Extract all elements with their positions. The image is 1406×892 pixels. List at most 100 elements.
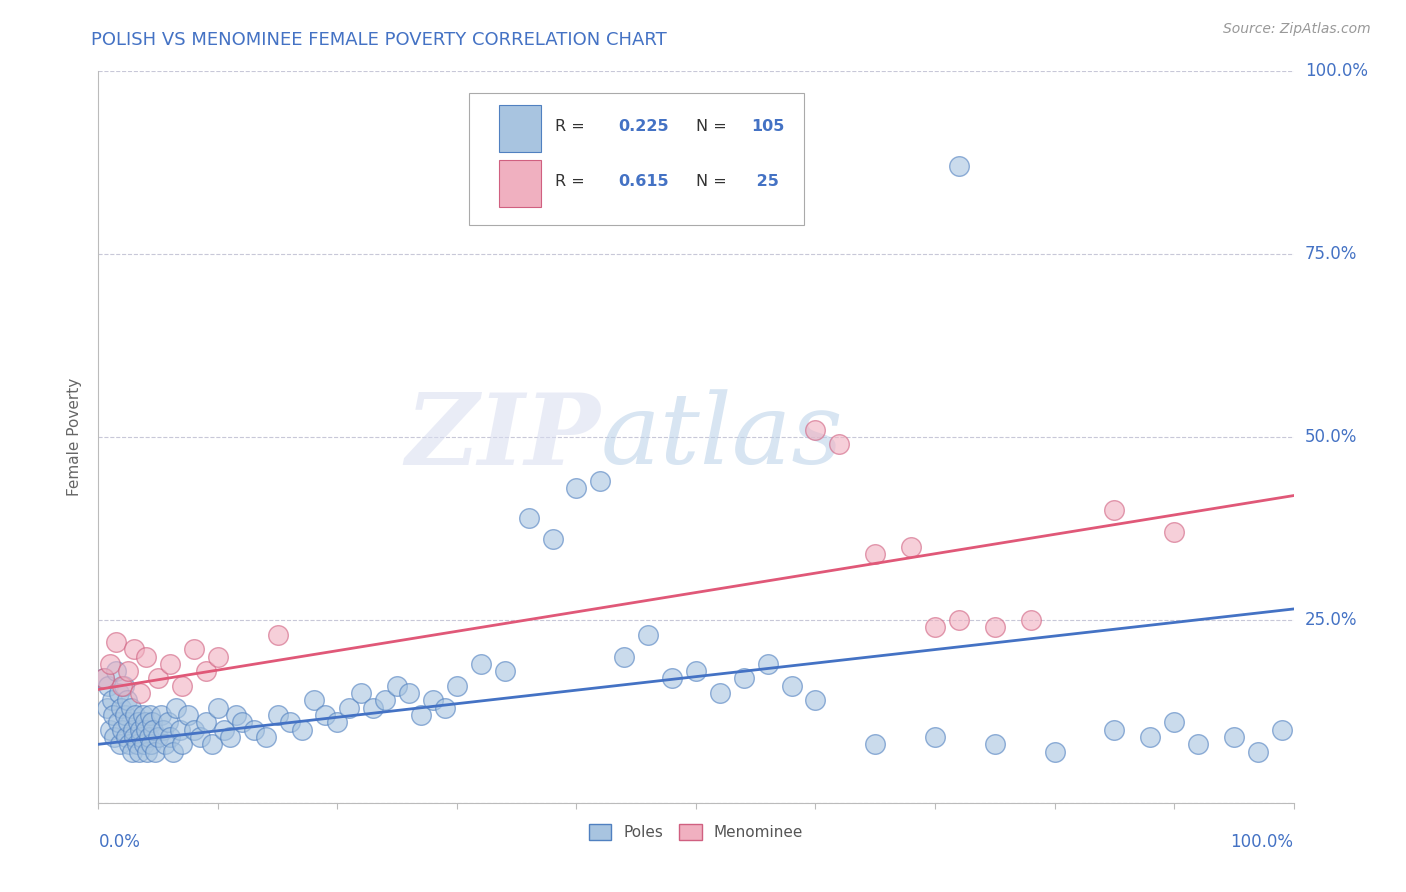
Point: [139, 737, 162, 751]
Point: [169, 723, 191, 737]
Text: POLISH VS MENOMINEE FEMALE POVERTY CORRELATION CHART: POLISH VS MENOMINEE FEMALE POVERTY CORRE…: [91, 31, 666, 49]
Point: [152, 723, 174, 737]
Point: [195, 715, 218, 730]
Point: [149, 708, 172, 723]
Point: [517, 510, 540, 524]
Point: [1223, 730, 1246, 744]
Point: [685, 664, 707, 678]
Text: 50.0%: 50.0%: [1305, 428, 1357, 446]
Point: [172, 737, 194, 751]
Point: [98, 657, 122, 671]
Text: 105: 105: [751, 119, 785, 134]
Point: [733, 672, 755, 686]
Point: [121, 745, 143, 759]
Text: atlas: atlas: [600, 390, 844, 484]
Point: [156, 715, 179, 730]
Point: [243, 723, 266, 737]
Point: [159, 730, 181, 744]
Text: 0.0%: 0.0%: [98, 833, 141, 851]
Point: [195, 664, 218, 678]
Point: [470, 657, 492, 671]
Point: [709, 686, 731, 700]
Point: [589, 474, 612, 488]
Point: [326, 715, 349, 730]
Point: [132, 737, 155, 751]
Point: [124, 642, 146, 657]
Point: [278, 715, 301, 730]
Point: [291, 723, 314, 737]
Point: [613, 649, 636, 664]
Point: [231, 715, 253, 730]
Text: 100.0%: 100.0%: [1230, 833, 1294, 851]
Point: [131, 708, 153, 723]
Point: [129, 723, 152, 737]
Point: [122, 723, 145, 737]
Point: [948, 613, 970, 627]
Point: [267, 627, 290, 641]
Text: 0.615: 0.615: [619, 174, 669, 188]
Point: [422, 693, 444, 707]
Point: [804, 423, 827, 437]
Point: [148, 672, 170, 686]
Point: [141, 715, 163, 730]
Point: [165, 700, 187, 714]
Point: [127, 715, 149, 730]
Point: [162, 745, 184, 759]
Point: [100, 693, 122, 707]
Point: [124, 708, 146, 723]
Point: [302, 693, 325, 707]
Point: [93, 672, 115, 686]
Point: [143, 745, 166, 759]
Point: [105, 664, 128, 678]
Point: [105, 635, 128, 649]
Point: [541, 533, 564, 547]
Text: 25.0%: 25.0%: [1305, 611, 1357, 629]
Bar: [499, 105, 541, 153]
Point: [101, 708, 124, 723]
Point: [207, 649, 229, 664]
Point: [780, 679, 803, 693]
Point: [1043, 745, 1066, 759]
Point: [111, 723, 134, 737]
Point: [1104, 723, 1126, 737]
Point: [177, 708, 200, 723]
Point: [374, 693, 396, 707]
Point: [363, 700, 385, 714]
Text: N =: N =: [696, 119, 733, 134]
Point: [984, 620, 1007, 634]
Point: [254, 730, 277, 744]
Point: [434, 700, 457, 714]
Point: [828, 437, 851, 451]
Point: [120, 700, 142, 714]
Point: [948, 160, 970, 174]
Text: N =: N =: [696, 174, 733, 188]
Point: [219, 730, 242, 744]
Point: [1104, 503, 1126, 517]
Point: [125, 737, 148, 751]
Point: [212, 723, 235, 737]
Point: [804, 693, 827, 707]
Point: [115, 693, 138, 707]
Legend: Poles, Menominee: Poles, Menominee: [582, 818, 810, 847]
Point: [107, 686, 129, 700]
Point: [207, 700, 229, 714]
Point: [924, 620, 946, 634]
Point: [637, 627, 659, 641]
Point: [131, 730, 153, 744]
Point: [350, 686, 373, 700]
Text: 100.0%: 100.0%: [1305, 62, 1368, 80]
Point: [201, 737, 224, 751]
Point: [1271, 723, 1294, 737]
Point: [172, 679, 194, 693]
Point: [135, 723, 157, 737]
Text: R =: R =: [555, 119, 591, 134]
Point: [112, 679, 135, 693]
Point: [494, 664, 516, 678]
Point: [107, 715, 129, 730]
Point: [1163, 715, 1185, 730]
Point: [134, 715, 156, 730]
Point: [118, 737, 141, 751]
Point: [128, 745, 150, 759]
Point: [135, 649, 157, 664]
Text: ZIP: ZIP: [405, 389, 600, 485]
